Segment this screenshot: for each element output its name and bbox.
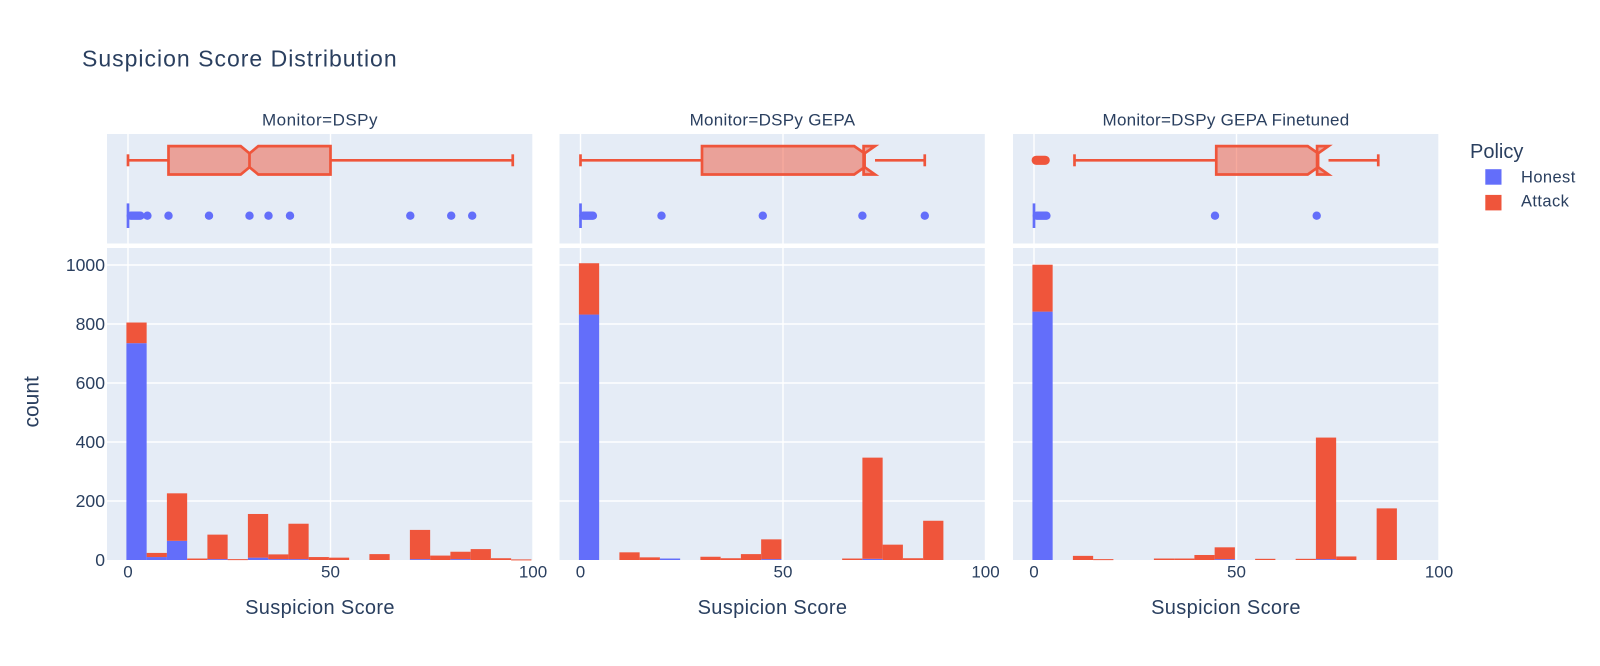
- svg-text:Suspicion Score: Suspicion Score: [698, 597, 848, 619]
- svg-text:200: 200: [76, 491, 106, 511]
- svg-text:Monitor=DSPy GEPA Finetuned: Monitor=DSPy GEPA Finetuned: [1103, 111, 1350, 130]
- svg-text:600: 600: [76, 373, 106, 393]
- svg-text:800: 800: [76, 314, 106, 334]
- svg-text:100: 100: [1425, 563, 1453, 582]
- svg-text:1000: 1000: [66, 255, 105, 275]
- svg-text:0: 0: [123, 563, 132, 582]
- svg-text:50: 50: [1227, 563, 1246, 582]
- svg-text:Honest: Honest: [1521, 169, 1576, 187]
- svg-text:0: 0: [95, 550, 105, 570]
- svg-text:50: 50: [774, 563, 793, 582]
- svg-text:Policy: Policy: [1470, 141, 1523, 163]
- svg-text:Attack: Attack: [1521, 192, 1570, 210]
- svg-text:100: 100: [971, 563, 999, 582]
- svg-text:50: 50: [321, 563, 340, 582]
- svg-text:Monitor=DSPy GEPA: Monitor=DSPy GEPA: [690, 111, 856, 130]
- svg-text:0: 0: [576, 563, 585, 582]
- svg-text:100: 100: [519, 563, 547, 582]
- svg-text:0: 0: [1029, 563, 1038, 582]
- svg-text:400: 400: [76, 432, 106, 452]
- svg-text:Suspicion Score Distribution: Suspicion Score Distribution: [82, 46, 398, 72]
- svg-text:Suspicion Score: Suspicion Score: [245, 597, 395, 619]
- svg-text:count: count: [21, 376, 44, 428]
- svg-text:Monitor=DSPy: Monitor=DSPy: [262, 111, 378, 130]
- svg-text:Suspicion Score: Suspicion Score: [1151, 597, 1301, 619]
